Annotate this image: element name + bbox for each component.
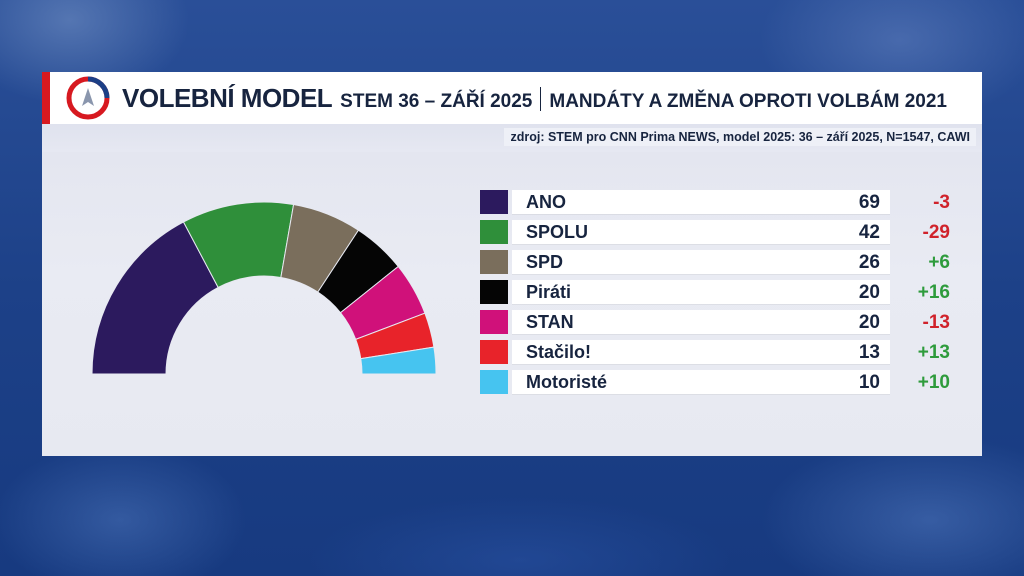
party-row-background [512, 220, 890, 244]
party-color-swatch [480, 340, 508, 364]
party-name: SPD [526, 252, 564, 272]
header-bar: VOLEBNÍ MODEL STEM 36 – ZÁŘÍ 2025 MANDÁTY … [42, 72, 982, 124]
party-seats: 20 [858, 282, 880, 303]
party-seat-change: +6 [928, 252, 950, 273]
party-seat-change: -29 [922, 222, 950, 243]
title-main: VOLEBNÍ MODEL [122, 83, 333, 113]
source-note: zdroj: STEM pro CNN Prima NEWS, model 20… [504, 128, 976, 146]
party-seats: 69 [858, 192, 880, 213]
seat-segment-motorist [360, 346, 437, 375]
party-row-sta-ilo: Stačilo! 13 +13 [480, 338, 960, 368]
party-row-pir-ti: Piráti 20 +16 [480, 278, 960, 308]
party-name: Motoristé [526, 372, 607, 392]
party-row-background [512, 190, 890, 214]
party-color-swatch [480, 370, 508, 394]
party-row-background [512, 340, 890, 364]
party-row-background [512, 280, 890, 304]
party-seat-change: +10 [917, 372, 950, 393]
party-color-swatch [480, 250, 508, 274]
party-row-spd: SPD 26 +6 [480, 248, 960, 278]
party-row-ano: ANO 69 -3 [480, 188, 960, 218]
party-name: Stačilo! [526, 342, 592, 362]
party-row-background [512, 310, 890, 334]
parliament-chart [91, 201, 437, 375]
graphic-card: VOLEBNÍ MODEL STEM 36 – ZÁŘÍ 2025 MANDÁTY … [42, 72, 982, 456]
party-name: STAN [526, 312, 574, 332]
party-name: SPOLU [526, 222, 589, 242]
party-row-background [512, 250, 890, 274]
party-table: ANO 69 -3 SPOLU 42 -29 SPD 26 +6 Piráti 20 +16 STAN 2… [480, 188, 960, 398]
party-seats: 26 [858, 252, 880, 273]
title-description: MANDÁTY A ZMĚNA OPROTI VOLBÁM 2021 [549, 91, 948, 112]
party-seats: 10 [858, 372, 880, 393]
party-seats: 13 [858, 342, 880, 363]
title-divider [540, 87, 542, 111]
party-seats: 42 [858, 222, 880, 243]
party-color-swatch [480, 220, 508, 244]
party-seat-change: -13 [922, 312, 950, 333]
seat-segment-ano [91, 221, 219, 375]
page-title: VOLEBNÍ MODEL STEM 36 – ZÁŘÍ 2025 MANDÁTY … [122, 80, 947, 116]
party-row-background [512, 370, 890, 394]
party-seat-change: -3 [933, 192, 950, 213]
party-name: Piráti [526, 282, 572, 302]
party-color-swatch [480, 190, 508, 214]
party-row-spolu: SPOLU 42 -29 [480, 218, 960, 248]
party-color-swatch [480, 310, 508, 334]
header-accent-bar [42, 72, 50, 124]
party-seat-change: +16 [917, 282, 950, 303]
party-name: ANO [526, 192, 566, 212]
party-color-swatch [480, 280, 508, 304]
party-row-stan: STAN 20 -13 [480, 308, 960, 338]
party-seat-change: +13 [917, 342, 950, 363]
cnn-prima-logo-icon [66, 76, 110, 120]
party-row-motorist: Motoristé 10 +10 [480, 368, 960, 398]
party-seats: 20 [858, 312, 880, 333]
title-subtitle: STEM 36 – ZÁŘÍ 2025 [340, 91, 533, 112]
